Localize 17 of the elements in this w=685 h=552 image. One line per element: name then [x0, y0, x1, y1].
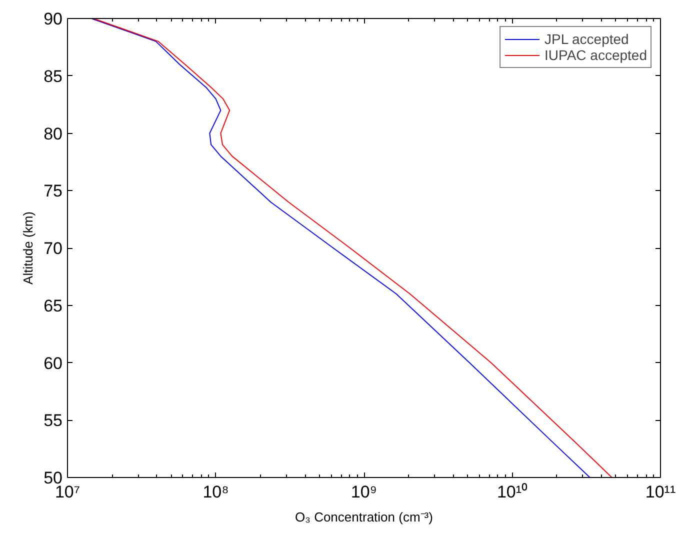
- x-axis-title: O₃ Concentration (cm⁻³): [295, 510, 433, 524]
- y-axis-title: Altitude (km): [20, 212, 36, 284]
- y-tick-label: 80: [44, 124, 63, 144]
- y-tick-label: 85: [44, 66, 63, 86]
- legend-label: IUPAC accepted: [544, 47, 647, 63]
- y-tick-label: 75: [44, 182, 63, 201]
- y-tick-label: 60: [44, 354, 63, 373]
- y-tick-label: 55: [44, 411, 63, 430]
- x-tick-label: 10¹¹: [645, 482, 676, 502]
- y-tick-label: 65: [44, 296, 63, 316]
- legend-label: JPL accepted: [544, 31, 629, 47]
- x-tick-label: 10¹⁰: [496, 482, 528, 502]
- x-tick-label: 10⁷: [54, 482, 80, 502]
- y-tick-label: 70: [44, 239, 63, 258]
- x-tick-label: 10⁸: [202, 482, 229, 502]
- y-tick-label: 90: [44, 10, 63, 28]
- x-tick-label: 10⁹: [350, 482, 378, 502]
